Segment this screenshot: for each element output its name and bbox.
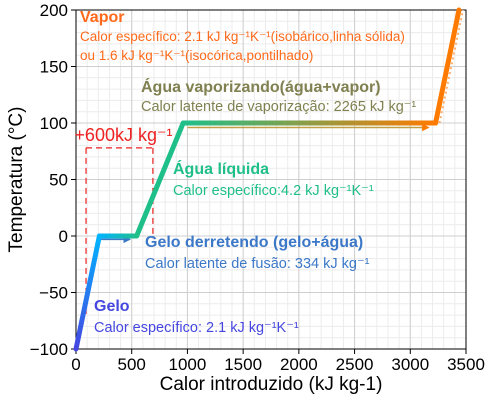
- y-tick-label: 0: [59, 227, 68, 246]
- annotation-line: Calor específico: 2.1 kJ kg⁻¹K⁻¹(isobári…: [80, 29, 405, 44]
- heating-curve-segment: [73, 233, 102, 352]
- arrow-layer: [100, 123, 430, 244]
- annotation-line: ou 1.6 kJ kg⁻¹K⁻¹(isocórica,pontilhado): [80, 48, 313, 63]
- y-tick-label: −100: [30, 340, 68, 359]
- x-axis-ticks: 0 500 1000 1500 2000 2500 3000 3500: [71, 349, 485, 374]
- annotation-line: Calor latente de vaporização: 2265 kJ kg…: [141, 99, 416, 115]
- y-tick-label: 200: [40, 1, 68, 20]
- y-tick-label: −50: [39, 284, 68, 303]
- heating-curve-segment: [134, 120, 186, 239]
- y-tick-label: 100: [40, 114, 68, 133]
- x-tick-label: 1000: [169, 355, 207, 374]
- annotation-layer: Vapor Calor específico: 2.1 kJ kg⁻¹K⁻¹(is…: [80, 9, 416, 336]
- annotation-line: Calor latente de fusão: 334 kJ kg⁻¹: [145, 256, 370, 272]
- x-axis-label: Calor introduzido (kJ kg-1): [160, 374, 383, 395]
- x-tick-label: 1500: [224, 355, 262, 374]
- annotation-title: Água vaporizando(água+vapor): [141, 77, 381, 96]
- series-layer: [73, 7, 464, 352]
- isochoric-vapor-line: [438, 9, 464, 124]
- heating-curve-segment: [433, 7, 462, 126]
- annotation-title: Gelo derretendo (gelo+água): [145, 234, 363, 251]
- brace-label: +600kJ kg⁻¹: [74, 125, 172, 145]
- annotation-line: Calor específico: 2.1 kJ kg⁻¹K⁻¹: [94, 320, 299, 336]
- annotation-line: Calor específico:4.2 kJ kg⁻¹K⁻¹: [173, 183, 374, 199]
- x-tick-label: 2000: [280, 355, 318, 374]
- y-axis-ticks: −100 −50 0 50 100 150 200: [30, 1, 76, 359]
- y-tick-label: 150: [40, 58, 68, 77]
- x-tick-label: 3000: [391, 355, 429, 374]
- x-tick-label: 2500: [336, 355, 374, 374]
- x-tick-label: 500: [118, 355, 146, 374]
- x-tick-label: 3500: [447, 355, 485, 374]
- annotation-title: Gelo: [94, 298, 130, 315]
- annotation-title: Vapor: [80, 9, 124, 26]
- y-axis-label: Temperatura (°C): [6, 107, 27, 253]
- y-tick-label: 50: [49, 171, 68, 190]
- annotation-title: Água líquida: [173, 159, 269, 178]
- x-tick-label: 0: [71, 355, 80, 374]
